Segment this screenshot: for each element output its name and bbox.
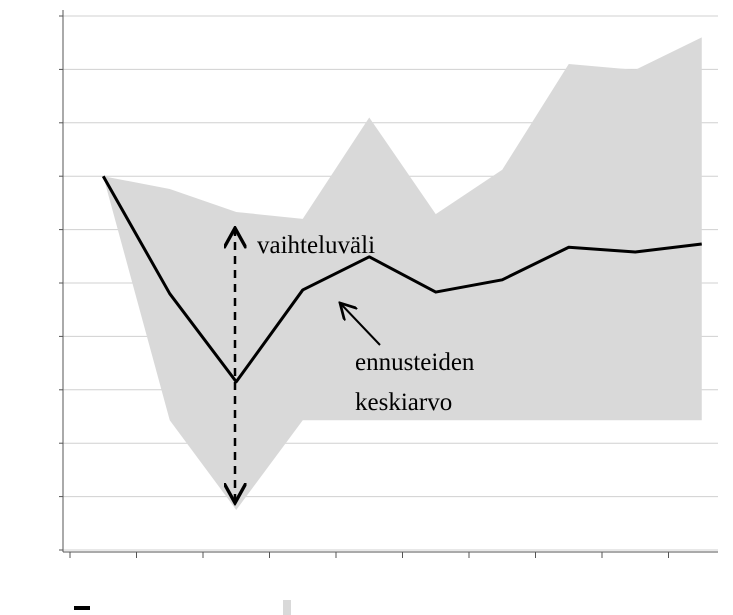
- mean-line: [101, 175, 702, 384]
- mean-arrow: [340, 303, 381, 346]
- legend-swatch: [74, 606, 90, 610]
- legend-swatch: [283, 600, 291, 615]
- annotation: vaihteluväli: [257, 232, 375, 259]
- annotation: ennusteiden: [355, 349, 475, 376]
- marks: [101, 37, 702, 510]
- annotation: keskiarvo: [355, 389, 452, 416]
